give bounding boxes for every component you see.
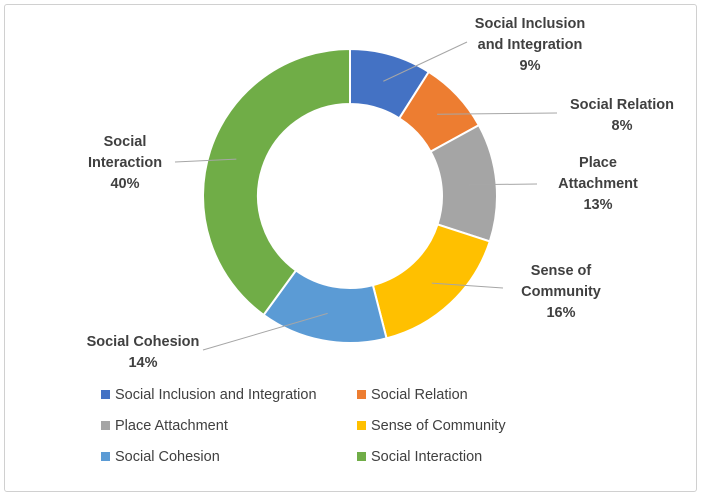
data-label-value-social-interaction: 40%: [110, 176, 139, 192]
leader-line-social-relation: [437, 112, 558, 115]
legend-item-social-relation: Social Relation: [357, 387, 468, 403]
legend-item-social-interaction: Social Interaction: [357, 449, 482, 465]
legend-swatch-social-interaction: [357, 452, 366, 461]
legend-label: Social Interaction: [371, 449, 482, 465]
data-label-social-interaction: Social: [104, 134, 147, 150]
data-label-social-cohesion: Social Cohesion: [87, 334, 200, 350]
data-label-sense-of-community: Community: [521, 284, 601, 300]
legend-swatch-sense-of-community: [357, 421, 366, 430]
legend-swatch-social-relation: [357, 390, 366, 399]
data-labels-group: Social Inclusion and Integration 9% Social …: [87, 16, 674, 371]
slices-group: [202, 47, 498, 344]
legend-label: Sense of Community: [371, 418, 506, 434]
data-label-value-social-cohesion: 14%: [128, 355, 157, 371]
legend-item-social-inclusion-and-integration: Social Inclusion and Integration: [101, 387, 317, 403]
data-label-sense-of-community: Sense of: [531, 263, 592, 279]
data-label-social-inclusion-and-integration: and Integration: [478, 37, 583, 53]
leader-lines-group: [174, 41, 558, 351]
data-label-place-attachment: Attachment: [558, 176, 638, 192]
legend-label: Social Relation: [371, 387, 468, 403]
leader-line-sense-of-community: [431, 282, 504, 289]
legend-item-social-cohesion: Social Cohesion: [101, 449, 220, 465]
leader-line-social-cohesion: [202, 312, 328, 351]
legend-swatch-place-attachment: [101, 421, 110, 430]
legend-label: Social Inclusion and Integration: [115, 387, 317, 403]
data-label-value-place-attachment: 13%: [583, 197, 612, 213]
leader-line-social-inclusion-and-integration: [383, 41, 468, 82]
slice-social-interaction: [202, 47, 351, 317]
legend-item-sense-of-community: Sense of Community: [357, 418, 506, 434]
leader-line-place-attachment: [468, 183, 538, 186]
slice-sense-of-community: [371, 223, 492, 340]
data-label-place-attachment: Place: [579, 155, 617, 171]
leader-line-social-interaction: [174, 158, 237, 163]
data-label-value-social-relation: 8%: [612, 118, 633, 134]
data-label-value-sense-of-community: 16%: [546, 305, 575, 321]
data-label-social-relation: Social Relation: [570, 97, 674, 113]
legend-label: Place Attachment: [115, 418, 228, 434]
data-label-social-interaction: Interaction: [88, 155, 162, 171]
legend: Social Inclusion and Integration Social R…: [101, 387, 506, 465]
data-label-social-inclusion-and-integration: Social Inclusion: [475, 16, 585, 32]
data-label-value-social-inclusion-and-integration: 9%: [520, 58, 541, 74]
legend-swatch-social-cohesion: [101, 452, 110, 461]
legend-label: Social Cohesion: [115, 449, 220, 465]
legend-item-place-attachment: Place Attachment: [101, 418, 228, 434]
legend-swatch-social-inclusion-and-integration: [101, 390, 110, 399]
